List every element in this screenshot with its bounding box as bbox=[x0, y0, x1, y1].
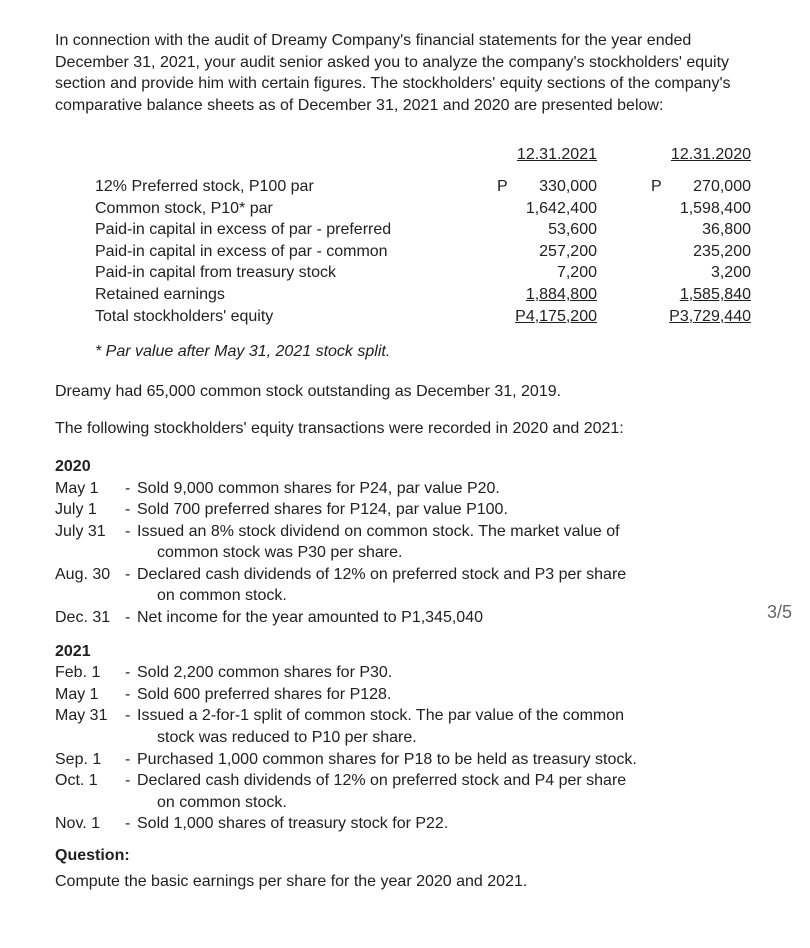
row-label: Common stock, P10* par bbox=[55, 198, 447, 220]
outstanding-paragraph: Dreamy had 65,000 common stock outstandi… bbox=[55, 381, 755, 403]
transaction-date: Sep. 1 bbox=[55, 749, 125, 771]
transaction-desc: Sold 600 preferred shares for P128. bbox=[137, 684, 755, 706]
transaction-row: May 31-Issued a 2-for-1 split of common … bbox=[55, 705, 755, 727]
transaction-desc-cont: on common stock. bbox=[137, 792, 755, 814]
transaction-date: Aug. 30 bbox=[55, 564, 125, 586]
transaction-date: July 31 bbox=[55, 521, 125, 543]
transaction-row: July 1-Sold 700 preferred shares for P12… bbox=[55, 499, 755, 521]
transaction-date: Nov. 1 bbox=[55, 813, 125, 835]
intro-paragraph: In connection with the audit of Dreamy C… bbox=[55, 30, 755, 116]
col-header-2020: 12.31.2020 bbox=[671, 146, 751, 163]
transaction-row-cont: on common stock. bbox=[55, 792, 755, 814]
transaction-date: Dec. 31 bbox=[55, 607, 125, 629]
transaction-row: May 1-Sold 9,000 common shares for P24, … bbox=[55, 478, 755, 500]
transaction-row: Nov. 1-Sold 1,000 shares of treasury sto… bbox=[55, 813, 755, 835]
row-label: Total stockholders' equity bbox=[55, 306, 447, 328]
dash: - bbox=[125, 607, 137, 629]
dash: - bbox=[125, 705, 137, 727]
dash: - bbox=[125, 684, 137, 706]
row-label: Paid-in capital in excess of par - commo… bbox=[55, 241, 447, 263]
cell-value: 3,200 bbox=[661, 262, 751, 284]
year-heading-2020: 2020 bbox=[55, 456, 755, 478]
cell-value: 1,642,400 bbox=[507, 198, 597, 220]
footnote: * Par value after May 31, 2021 stock spl… bbox=[55, 341, 755, 363]
transaction-desc: Issued an 8% stock dividend on common st… bbox=[137, 521, 755, 543]
transaction-desc: Sold 1,000 shares of treasury stock for … bbox=[137, 813, 755, 835]
cell-value: P4,175,200 bbox=[507, 306, 597, 328]
page-indicator: 3/5 bbox=[767, 602, 810, 623]
transaction-row: May 1-Sold 600 preferred shares for P128… bbox=[55, 684, 755, 706]
transaction-date: Feb. 1 bbox=[55, 662, 125, 684]
transaction-desc: Declared cash dividends of 12% on prefer… bbox=[137, 770, 755, 792]
transaction-row-cont: on common stock. bbox=[55, 585, 755, 607]
question-text: Compute the basic earnings per share for… bbox=[55, 871, 755, 893]
transaction-row: July 31-Issued an 8% stock dividend on c… bbox=[55, 521, 755, 543]
cell-value: 270,000 bbox=[651, 176, 751, 198]
transaction-desc: Sold 9,000 common shares for P24, par va… bbox=[137, 478, 755, 500]
cell-value: 36,800 bbox=[661, 219, 751, 241]
transaction-row: Feb. 1-Sold 2,200 common shares for P30. bbox=[55, 662, 755, 684]
cell-value: 257,200 bbox=[507, 241, 597, 263]
transaction-date: May 1 bbox=[55, 478, 125, 500]
cell-value: 330,000 bbox=[497, 176, 597, 198]
transaction-desc: Sold 2,200 common shares for P30. bbox=[137, 662, 755, 684]
cell-value: 1,598,400 bbox=[661, 198, 751, 220]
year-heading-2021: 2021 bbox=[55, 641, 755, 663]
row-label: Retained earnings bbox=[55, 284, 447, 306]
transaction-row: Oct. 1-Declared cash dividends of 12% on… bbox=[55, 770, 755, 792]
transaction-desc-cont: on common stock. bbox=[137, 585, 755, 607]
transaction-desc: Declared cash dividends of 12% on prefer… bbox=[137, 564, 755, 586]
transaction-date: May 31 bbox=[55, 705, 125, 727]
transaction-row-cont: common stock was P30 per share. bbox=[55, 542, 755, 564]
equity-table: 12.31.2021 12.31.2020 12% Preferred stoc… bbox=[55, 144, 755, 327]
transactions-2021: 2021 Feb. 1-Sold 2,200 common shares for… bbox=[55, 641, 755, 835]
cell-value: P3,729,440 bbox=[661, 306, 751, 328]
transaction-row: Dec. 31-Net income for the year amounted… bbox=[55, 607, 755, 629]
transactions-lead: The following stockholders' equity trans… bbox=[55, 418, 755, 440]
transaction-row: Sep. 1-Purchased 1,000 common shares for… bbox=[55, 749, 755, 771]
transaction-date: July 1 bbox=[55, 499, 125, 521]
transactions-2020: 2020 May 1-Sold 9,000 common shares for … bbox=[55, 456, 755, 629]
question-label: Question: bbox=[55, 845, 755, 867]
transaction-date: May 1 bbox=[55, 684, 125, 706]
transaction-desc: Issued a 2-for-1 split of common stock. … bbox=[137, 705, 755, 727]
col-header-2021: 12.31.2021 bbox=[517, 146, 597, 163]
dash: - bbox=[125, 749, 137, 771]
dash: - bbox=[125, 662, 137, 684]
transaction-desc-cont: common stock was P30 per share. bbox=[137, 542, 755, 564]
transaction-row-cont: stock was reduced to P10 per share. bbox=[55, 727, 755, 749]
transaction-desc: Net income for the year amounted to P1,3… bbox=[137, 607, 755, 629]
cell-value: 1,585,840 bbox=[661, 284, 751, 306]
dash: - bbox=[125, 499, 137, 521]
dash: - bbox=[125, 521, 137, 543]
transaction-date: Oct. 1 bbox=[55, 770, 125, 792]
cell-value: 53,600 bbox=[507, 219, 597, 241]
row-label: Paid-in capital from treasury stock bbox=[55, 262, 447, 284]
row-label: 12% Preferred stock, P100 par bbox=[55, 176, 447, 198]
dash: - bbox=[125, 478, 137, 500]
cell-value: 1,884,800 bbox=[507, 284, 597, 306]
transaction-desc: Sold 700 preferred shares for P124, par … bbox=[137, 499, 755, 521]
transaction-desc-cont: stock was reduced to P10 per share. bbox=[137, 727, 755, 749]
dash: - bbox=[125, 770, 137, 792]
row-label: Paid-in capital in excess of par - prefe… bbox=[55, 219, 447, 241]
page-number-badge: 3/5 bbox=[767, 602, 792, 623]
transaction-desc: Purchased 1,000 common shares for P18 to… bbox=[137, 749, 755, 771]
dash: - bbox=[125, 564, 137, 586]
cell-value: 235,200 bbox=[661, 241, 751, 263]
transaction-row: Aug. 30-Declared cash dividends of 12% o… bbox=[55, 564, 755, 586]
cell-value: 7,200 bbox=[507, 262, 597, 284]
dash: - bbox=[125, 813, 137, 835]
